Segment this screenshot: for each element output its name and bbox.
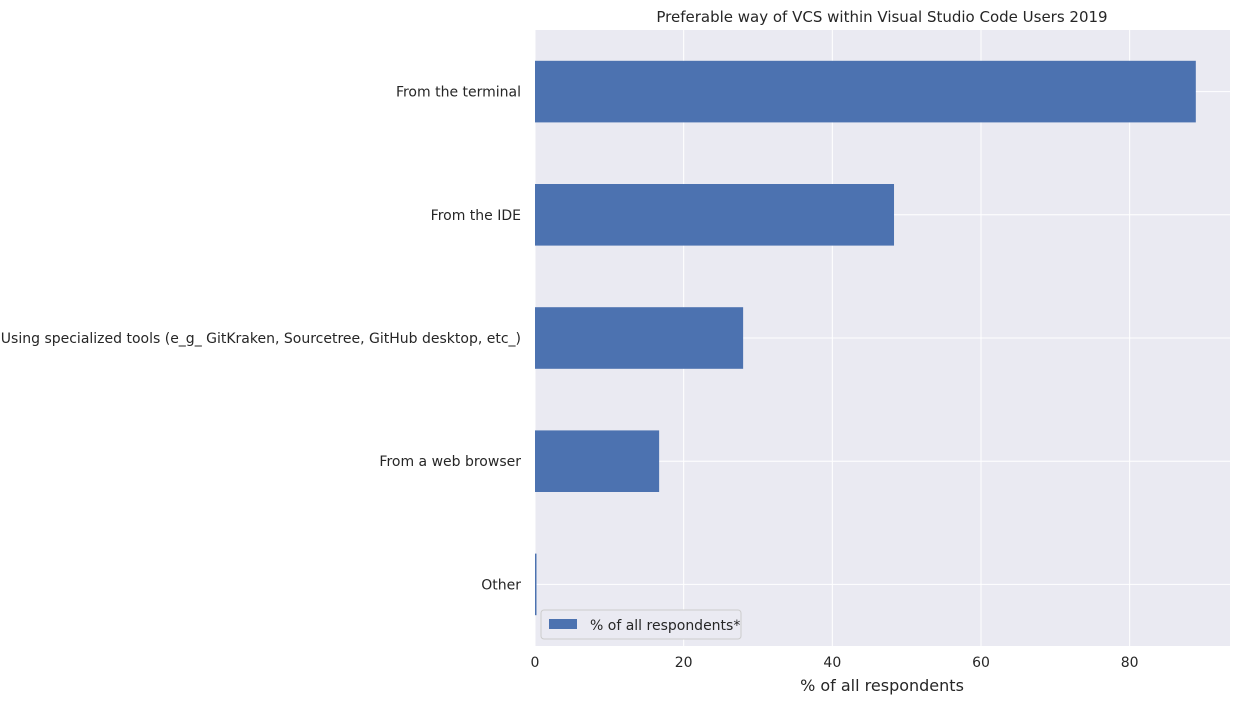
bar [535, 60, 1196, 123]
x-tick-label: 60 [972, 655, 990, 671]
bars [535, 60, 1196, 616]
bar [535, 553, 537, 616]
y-tick-label: From the terminal [396, 85, 521, 101]
y-tick-label: Using specialized tools (e_g_ GitKraken,… [1, 331, 521, 347]
legend-box [540, 609, 742, 640]
y-tick-labels: From the terminal From the IDE Using speci… [1, 85, 521, 594]
chart-title: Preferable way of VCS within Visual Stud… [656, 8, 1107, 26]
y-tick-label: From the IDE [431, 208, 521, 224]
y-tick-label: From a web browser [379, 454, 521, 470]
legend-swatch [549, 619, 577, 629]
bar [535, 430, 660, 492]
x-tick-label: 0 [531, 655, 540, 671]
x-axis-label: % of all respondents [800, 676, 964, 695]
legend-label: % of all respondents* [590, 618, 740, 634]
y-tick-label: Other [481, 577, 521, 593]
legend: % of all respondents* [540, 609, 742, 640]
x-tick-label: 40 [823, 655, 841, 671]
x-tick-label: 20 [675, 655, 693, 671]
bar [535, 184, 895, 246]
x-tick-labels: 0 20 40 60 80 [531, 655, 1139, 671]
bar [535, 307, 744, 369]
x-tick-label: 80 [1121, 655, 1139, 671]
